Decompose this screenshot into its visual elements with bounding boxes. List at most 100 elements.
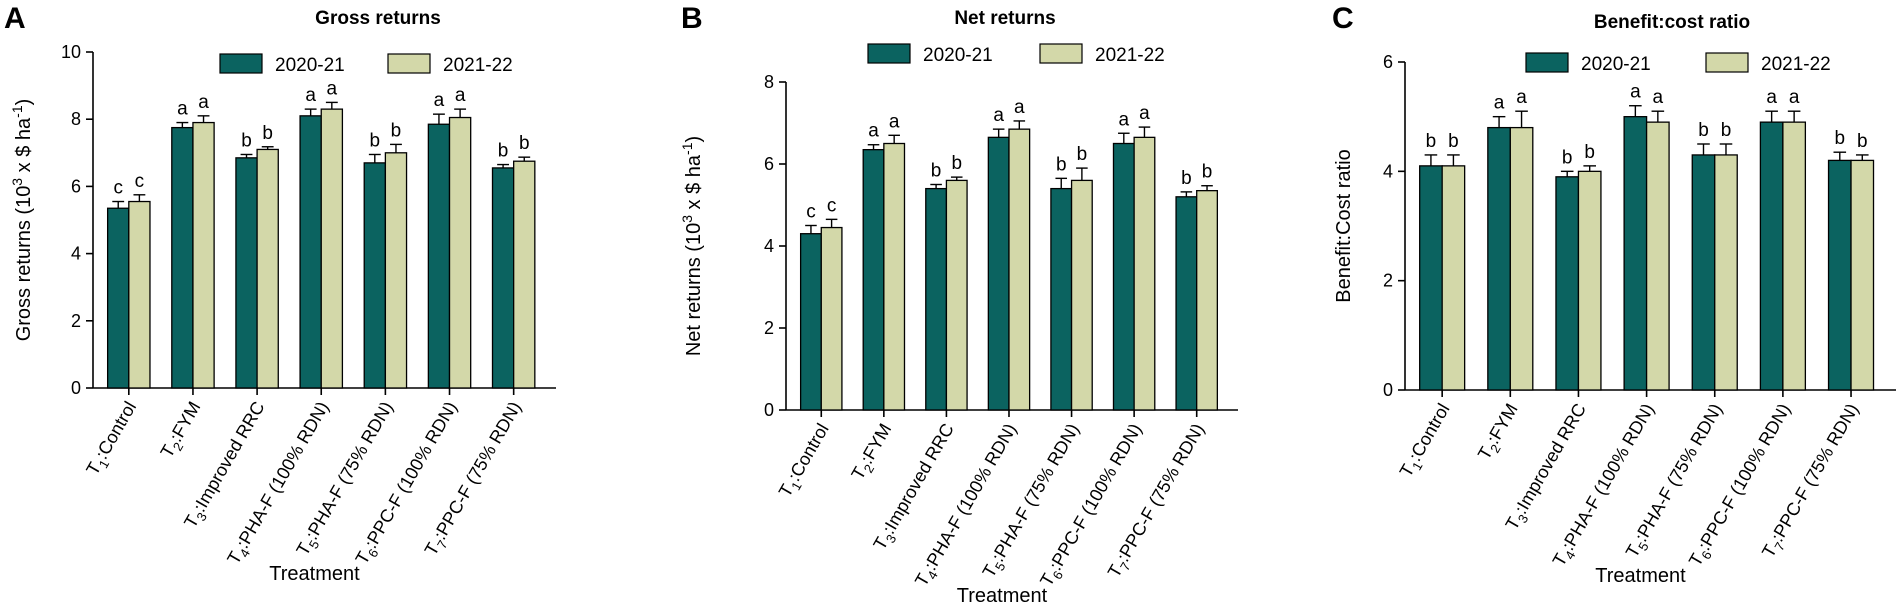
panel-letter: A bbox=[4, 2, 26, 35]
significance-letter: a bbox=[1653, 87, 1664, 108]
y-tick-label: 0 bbox=[71, 378, 81, 398]
bar-a-s2-t2 bbox=[192, 121, 215, 389]
significance-letter: b bbox=[1448, 131, 1459, 152]
significance-letter: c bbox=[806, 202, 816, 223]
bar-c-s1-t2 bbox=[1487, 126, 1511, 391]
bar-a-s1-t4 bbox=[299, 115, 322, 389]
y-axis-label: Gross returns (103 x $ ha-1) bbox=[9, 99, 35, 342]
bar-a-s2-t7 bbox=[513, 160, 536, 389]
significance-letter: b bbox=[1721, 120, 1732, 141]
significance-letter: a bbox=[1494, 93, 1505, 114]
bar-c-s1-t4 bbox=[1623, 116, 1648, 391]
legend-label-1: 2020-21 bbox=[1581, 54, 1651, 75]
y-tick-label: 8 bbox=[764, 72, 774, 92]
bar-a-s1-t3 bbox=[235, 157, 258, 389]
y-tick-label: 6 bbox=[1383, 52, 1393, 72]
bar-c-s2-t3 bbox=[1577, 170, 1602, 391]
bar-b-s1-t7 bbox=[1175, 196, 1198, 411]
y-axis-label: Net returns (103 x $ ha-1) bbox=[679, 136, 705, 356]
significance-letter: c bbox=[113, 178, 123, 199]
significance-letter: b bbox=[1562, 147, 1573, 168]
significance-letter: a bbox=[1766, 87, 1777, 108]
significance-letter: a bbox=[1630, 82, 1641, 103]
x-tick-label: T1:Control bbox=[82, 398, 143, 480]
significance-letter: b bbox=[1056, 154, 1067, 175]
bar-a-s1-t7 bbox=[491, 167, 515, 389]
bar-c-s2-t1 bbox=[1441, 165, 1466, 391]
legend-swatch-2 bbox=[1705, 52, 1749, 73]
bar-a-s1-t6 bbox=[427, 123, 451, 389]
y-tick-label: 10 bbox=[61, 42, 81, 62]
y-tick-label: 6 bbox=[71, 176, 81, 196]
bar-b-s1-t5 bbox=[1050, 187, 1073, 411]
legend-swatch-2 bbox=[387, 53, 431, 74]
bar-a-s1-t5 bbox=[363, 162, 387, 389]
significance-letter: b bbox=[519, 133, 530, 154]
legend-swatch-1 bbox=[867, 43, 911, 64]
bar-c-s1-t6 bbox=[1759, 121, 1784, 391]
chart-title: Gross returns bbox=[315, 8, 441, 29]
legend-label-1: 2020-21 bbox=[923, 45, 993, 66]
significance-letter: a bbox=[993, 105, 1004, 126]
y-tick-label: 2 bbox=[71, 311, 81, 331]
significance-letter: a bbox=[868, 121, 879, 142]
significance-letter: b bbox=[1202, 162, 1213, 183]
bar-c-s2-t5 bbox=[1714, 154, 1738, 391]
bar-c-s2-t4 bbox=[1645, 121, 1670, 391]
significance-letter: c bbox=[827, 195, 837, 216]
bar-b-s2-t3 bbox=[945, 179, 968, 411]
y-tick-label: 4 bbox=[71, 244, 81, 264]
panel-letter: B bbox=[681, 2, 703, 35]
x-tick-label: T2:FYM bbox=[847, 420, 898, 485]
legend-label-2: 2021-22 bbox=[443, 55, 513, 76]
y-tick-label: 6 bbox=[764, 154, 774, 174]
x-tick-label: T1:Control bbox=[1396, 400, 1457, 482]
bar-c-s1-t1 bbox=[1419, 165, 1443, 391]
significance-letter: b bbox=[1077, 144, 1088, 165]
bar-a-s2-t4 bbox=[320, 108, 344, 389]
legend-swatch-1 bbox=[1525, 52, 1569, 73]
bar-b-s2-t6 bbox=[1133, 136, 1156, 411]
y-tick-label: 2 bbox=[1383, 271, 1393, 291]
bar-b-s2-t5 bbox=[1070, 179, 1093, 411]
bar-a-s1-t1 bbox=[106, 207, 130, 389]
bar-b-s1-t2 bbox=[862, 148, 885, 411]
significance-letter: a bbox=[198, 92, 209, 113]
legend-label-2: 2021-22 bbox=[1095, 45, 1165, 66]
significance-letter: b bbox=[370, 130, 381, 151]
bar-b-s1-t6 bbox=[1112, 142, 1135, 411]
x-axis-label: Treatment bbox=[957, 585, 1048, 607]
bar-a-s2-t1 bbox=[128, 200, 151, 389]
y-tick-label: 4 bbox=[1383, 161, 1393, 181]
significance-letter: b bbox=[1857, 131, 1868, 152]
x-axis-label: Treatment bbox=[1595, 565, 1686, 587]
legend-label-1: 2020-21 bbox=[275, 55, 345, 76]
significance-letter: a bbox=[177, 99, 188, 120]
significance-letter: a bbox=[1516, 87, 1527, 108]
significance-letter: c bbox=[135, 171, 145, 192]
y-tick-label: 4 bbox=[764, 236, 774, 256]
chart-title: Benefit:cost ratio bbox=[1594, 12, 1750, 33]
bar-a-s1-t2 bbox=[171, 126, 194, 389]
bar-b-s1-t1 bbox=[799, 233, 822, 411]
bar-c-s2-t7 bbox=[1850, 159, 1875, 391]
significance-letter: b bbox=[951, 153, 962, 174]
significance-letter: a bbox=[1789, 87, 1800, 108]
significance-letter: b bbox=[1181, 168, 1192, 189]
chart-panel-b: B Net returns 2020-21 2021-22 0 2 4 6 8 Net retur… bbox=[679, 2, 1238, 607]
bar-c-s2-t6 bbox=[1782, 121, 1807, 391]
x-tick-label: T1:Control bbox=[775, 420, 836, 502]
significance-letter: a bbox=[1014, 97, 1025, 118]
significance-letter: b bbox=[1584, 142, 1595, 163]
significance-letter: b bbox=[1426, 131, 1437, 152]
bar-b-s1-t3 bbox=[925, 187, 948, 411]
x-axis-label: Treatment bbox=[269, 563, 360, 585]
y-tick-label: 8 bbox=[71, 109, 81, 129]
bar-a-s2-t3 bbox=[256, 148, 279, 389]
bar-a-s2-t6 bbox=[448, 116, 472, 389]
y-tick-label: 0 bbox=[764, 400, 774, 420]
bar-c-s1-t3 bbox=[1555, 176, 1580, 391]
significance-letter: b bbox=[498, 141, 509, 162]
legend-swatch-1 bbox=[219, 53, 263, 74]
